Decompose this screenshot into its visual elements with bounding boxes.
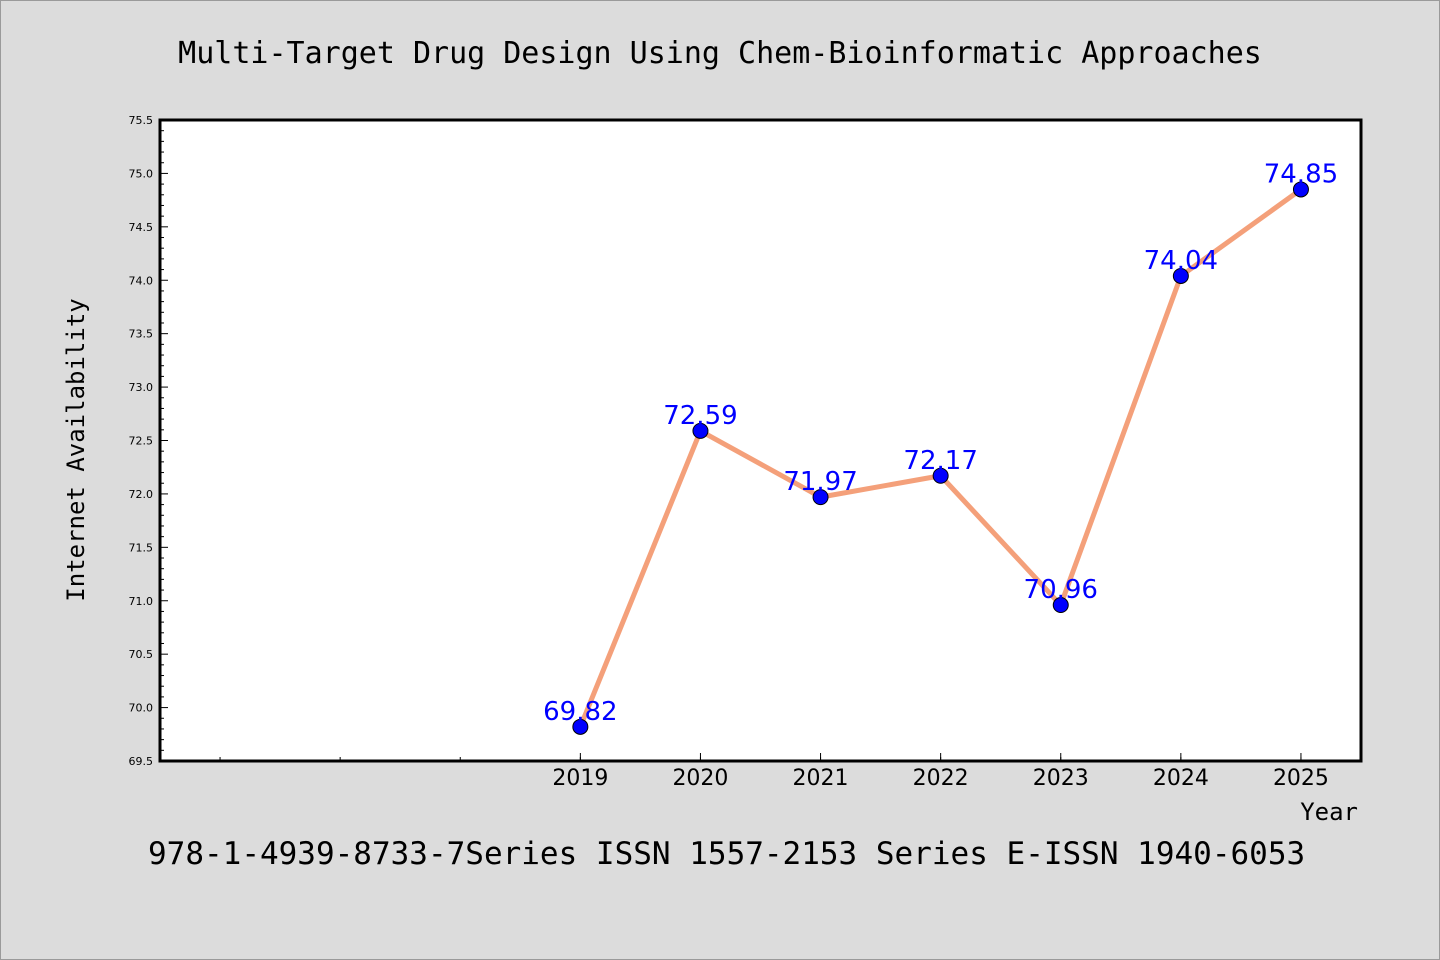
y-tick-label: 72.5 (129, 435, 154, 448)
data-point (572, 718, 589, 735)
y-tick-label: 71.0 (129, 595, 154, 608)
data-label: 74.04 (1144, 246, 1218, 276)
y-tick-label: 75.0 (129, 167, 154, 180)
x-axis-label: Year (1300, 798, 1358, 826)
data-label: 70.96 (1024, 575, 1098, 605)
data-point (1052, 597, 1069, 614)
data-labels: 69.82 72.59 71.97 72.17 70.96 74.04 74.85 (543, 159, 1338, 726)
y-tick-label: 73.5 (129, 328, 154, 341)
series-points (572, 181, 1309, 735)
x-tick-label: 2025 (1273, 766, 1329, 791)
x-tick-label: 2021 (793, 766, 849, 791)
plot-area (158, 118, 1363, 763)
x-axis: 2019 2020 2021 2022 2023 2024 2025 (219, 753, 1329, 791)
data-point (692, 422, 709, 439)
y-tick-label: 69.5 (129, 755, 154, 768)
y-tick-label: 71.5 (129, 541, 154, 554)
y-tick-label: 74.0 (129, 274, 154, 287)
y-axis: 69.5 70.0 70.5 71.0 71.5 72.0 72.5 73.0 73.5 74.0… (129, 114, 168, 768)
x-tick-label: 2022 (913, 766, 969, 791)
y-tick-label: 73.0 (129, 381, 154, 394)
x-tick-label: 2024 (1153, 766, 1209, 791)
y-tick-label: 75.5 (129, 114, 154, 127)
footer-text: 978-1-4939-8733-7Series ISSN 1557-2153 S… (148, 836, 1305, 872)
chart-title: Multi-Target Drug Design Using Chem-Bioi… (178, 36, 1262, 71)
data-label: 72.59 (663, 401, 737, 431)
data-point (1292, 181, 1309, 198)
data-label: 69.82 (543, 697, 617, 727)
data-point (812, 489, 829, 506)
data-label: 72.17 (903, 446, 977, 476)
x-tick-label: 2020 (672, 766, 728, 791)
y-axis-label: Internet Availability (62, 298, 90, 601)
y-tick-label: 70.5 (129, 648, 154, 661)
data-point (932, 467, 949, 484)
y-tick-label: 74.5 (129, 221, 154, 234)
data-label: 74.85 (1264, 159, 1338, 189)
y-tick-label: 72.0 (129, 488, 154, 501)
data-label: 71.97 (783, 467, 857, 497)
x-tick-label: 2019 (552, 766, 608, 791)
x-tick-label: 2023 (1033, 766, 1089, 791)
y-tick-label: 70.0 (129, 702, 154, 715)
data-point (1172, 267, 1189, 284)
